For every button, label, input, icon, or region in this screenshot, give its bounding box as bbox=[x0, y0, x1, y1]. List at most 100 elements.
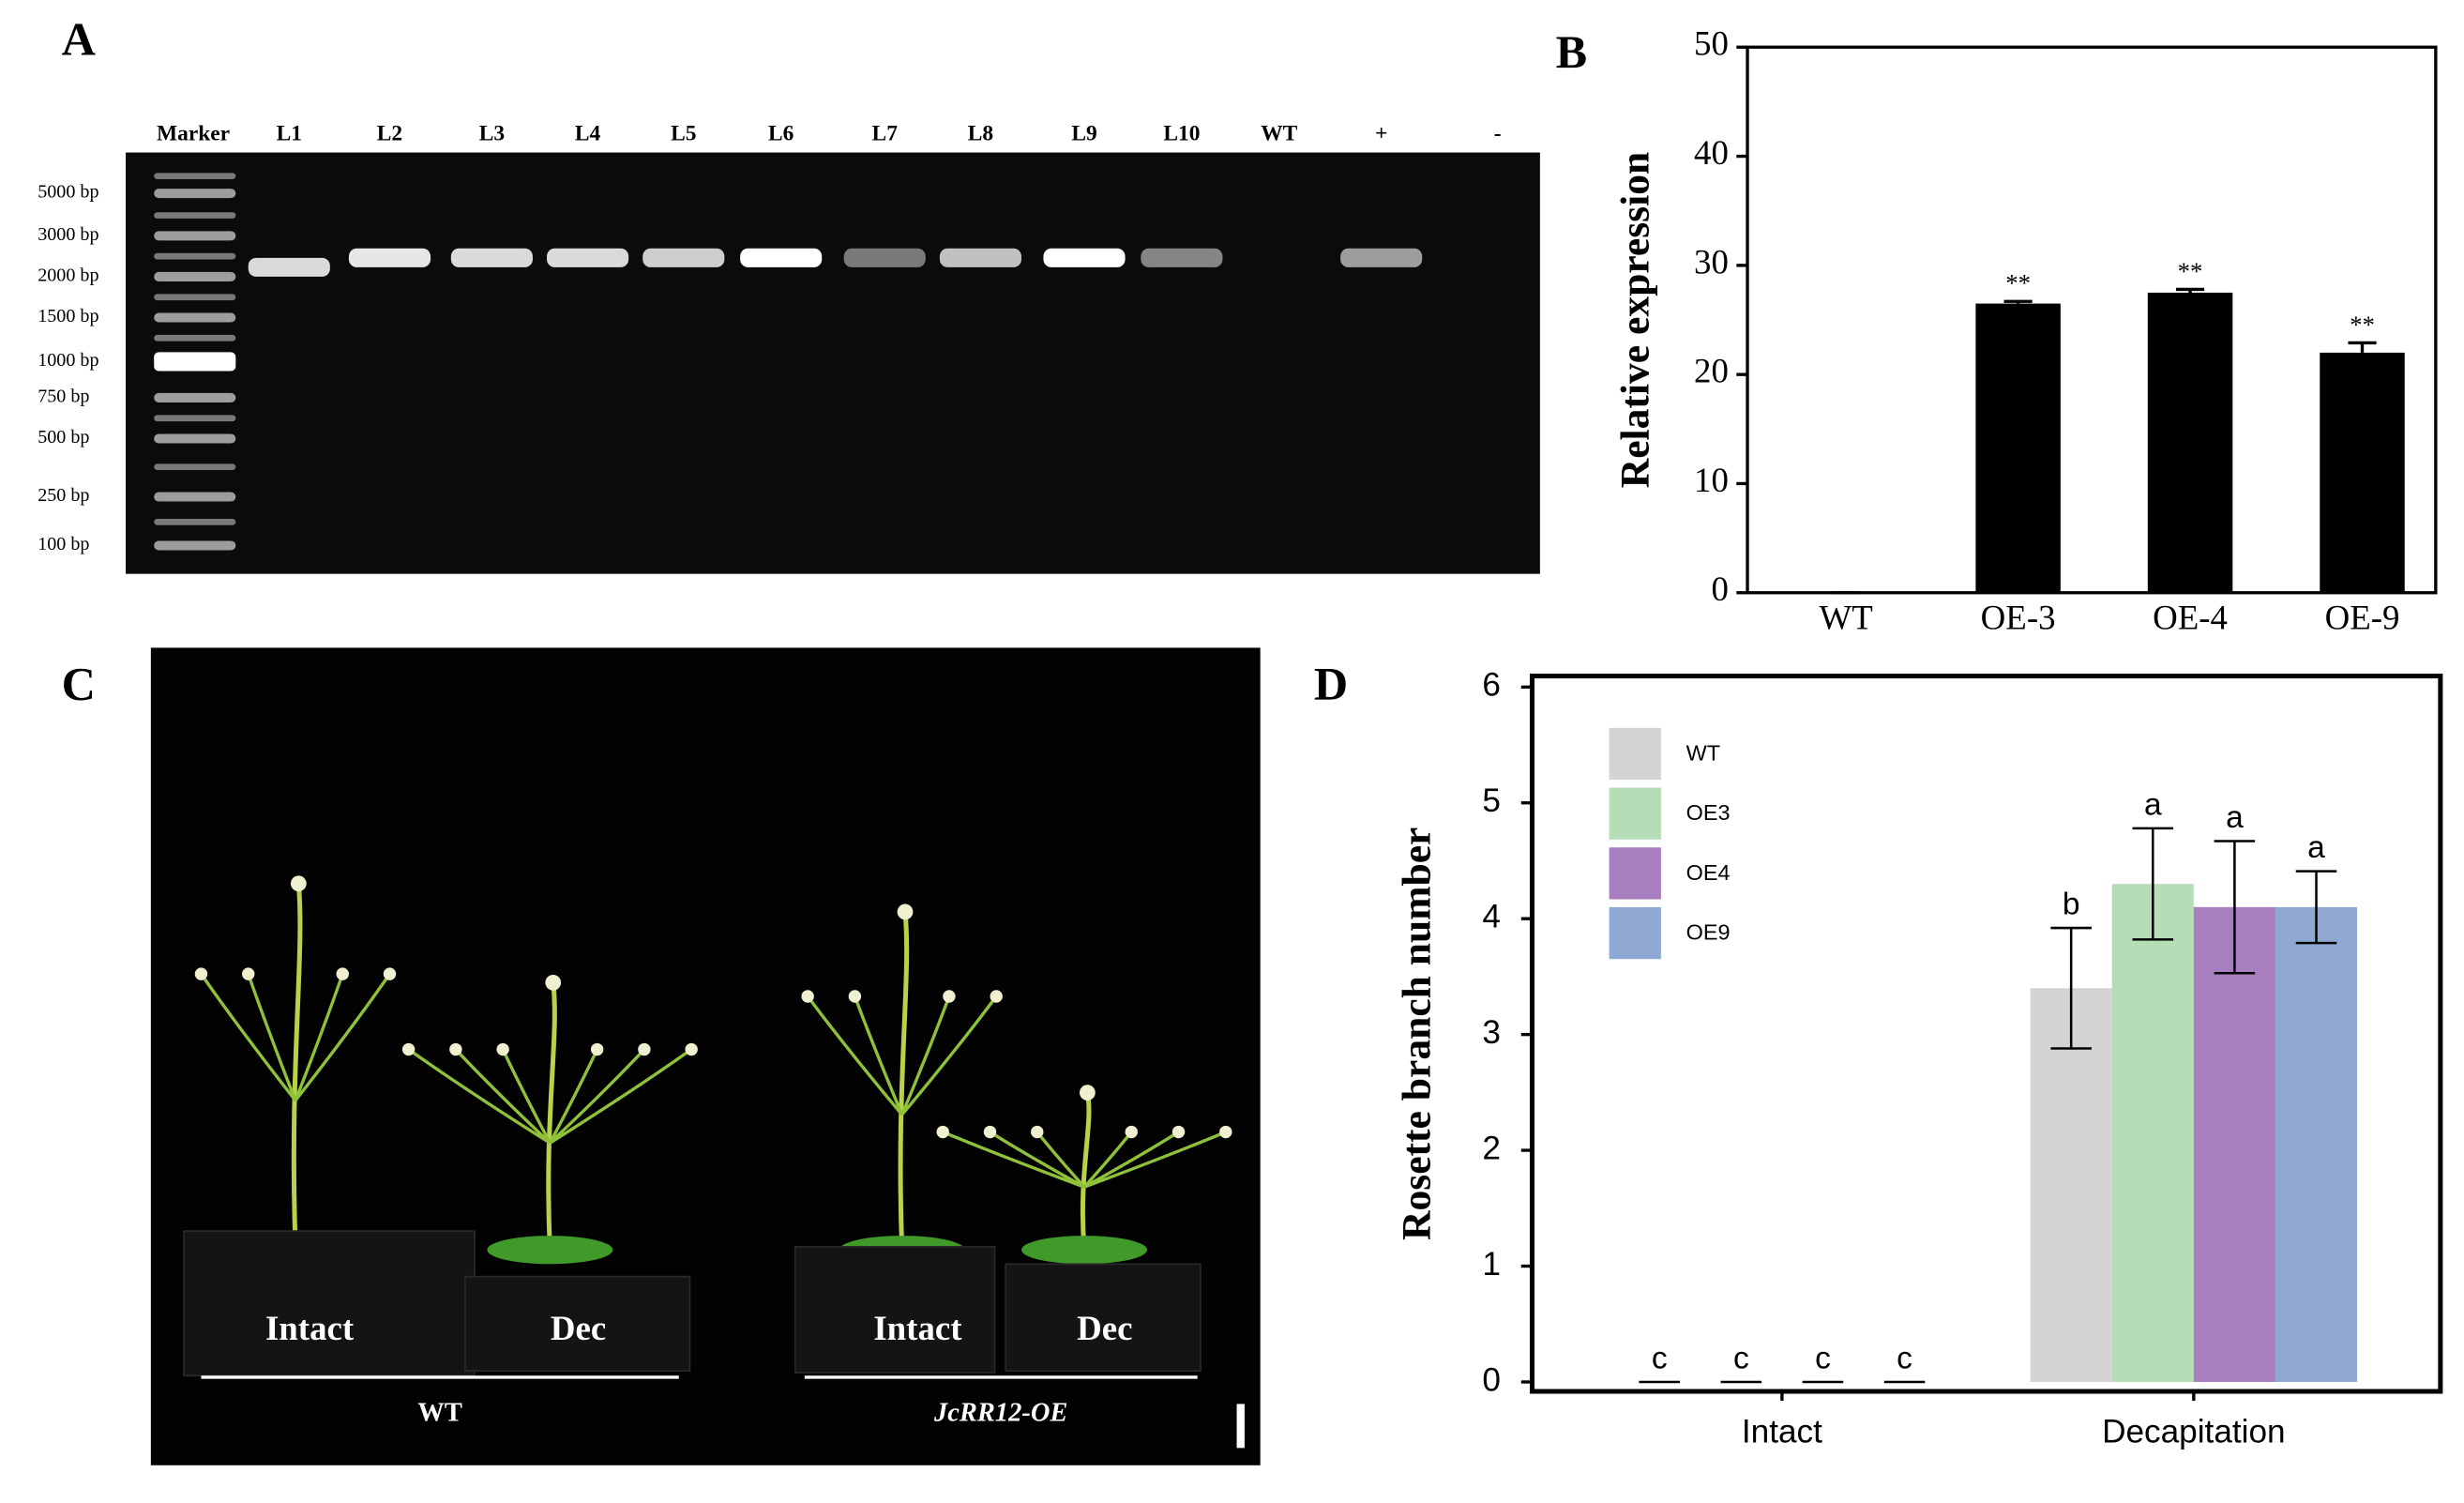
flower bbox=[801, 990, 814, 1003]
marker-band bbox=[154, 433, 236, 444]
plot-frame bbox=[1746, 45, 2438, 595]
y-tick-label: 2 bbox=[1482, 1130, 1501, 1166]
plant-branch bbox=[247, 973, 297, 1101]
pot bbox=[183, 1230, 476, 1377]
pot bbox=[1005, 1263, 1202, 1373]
bar bbox=[2193, 906, 2275, 1382]
scale-bar bbox=[1236, 1404, 1245, 1449]
gel-band bbox=[348, 248, 431, 267]
flower bbox=[449, 1042, 462, 1056]
flower bbox=[943, 990, 956, 1003]
plant-stem bbox=[898, 911, 910, 1251]
y-tick-label: 40 bbox=[1694, 133, 1729, 172]
y-tick-label: 10 bbox=[1694, 461, 1729, 499]
flower bbox=[401, 1042, 416, 1056]
plant-branch bbox=[294, 973, 391, 1102]
flower bbox=[685, 1042, 698, 1056]
plant-branch bbox=[294, 973, 344, 1101]
marker-band bbox=[154, 173, 236, 180]
panel-label: B bbox=[1556, 25, 1588, 78]
marker-band bbox=[154, 415, 236, 422]
lane-label: L6 bbox=[768, 121, 794, 145]
flower bbox=[983, 1125, 997, 1139]
letter-label: b bbox=[2063, 887, 2080, 921]
legend-swatch bbox=[1609, 906, 1661, 960]
flower bbox=[194, 967, 208, 980]
plant-branch bbox=[900, 994, 998, 1116]
legend-swatch bbox=[1609, 847, 1661, 900]
y-tick-label: 20 bbox=[1694, 352, 1729, 390]
plant-branch bbox=[900, 995, 951, 1116]
error-bar bbox=[2132, 827, 2174, 941]
significance-label: ** bbox=[2178, 257, 2203, 285]
bar bbox=[1975, 303, 2061, 593]
marker-band bbox=[154, 271, 236, 281]
marker-band bbox=[154, 352, 236, 372]
y-axis-label: Rosette branch number bbox=[1395, 827, 1440, 1240]
marker-size-label: 3000 bp bbox=[38, 224, 98, 245]
y-axis-label: Relative expression bbox=[1612, 152, 1657, 488]
marker-size-label: 1000 bp bbox=[38, 350, 98, 371]
marker-band bbox=[154, 392, 236, 402]
lane-label: L9 bbox=[1071, 121, 1096, 145]
gel-band bbox=[939, 248, 1021, 267]
plant-branch bbox=[853, 995, 904, 1116]
bar bbox=[2320, 352, 2405, 593]
error-bar bbox=[2003, 299, 2033, 304]
marker-size-label: 750 bp bbox=[38, 387, 89, 407]
marker-band bbox=[154, 492, 236, 502]
panel-label: A bbox=[62, 12, 96, 65]
flower bbox=[336, 967, 349, 980]
lane-label: L5 bbox=[671, 121, 696, 145]
error-bar bbox=[2050, 926, 2092, 1050]
lane-label: + bbox=[1375, 121, 1387, 145]
bar bbox=[2111, 884, 2194, 1382]
letter-label: c bbox=[1815, 1341, 1831, 1375]
error-bar bbox=[2295, 870, 2337, 945]
plant-branch bbox=[548, 1048, 599, 1145]
x-tick-label: OE-9 bbox=[2325, 598, 2400, 636]
marker-band bbox=[154, 463, 236, 471]
panel-label: D bbox=[1314, 657, 1348, 709]
plant-branch bbox=[501, 1048, 552, 1145]
gel-band bbox=[547, 248, 629, 267]
marker-band bbox=[154, 518, 236, 525]
plant-branch bbox=[200, 973, 297, 1102]
lane-label: L10 bbox=[1163, 121, 1200, 145]
gel-band bbox=[1340, 248, 1423, 267]
lane-label: L1 bbox=[277, 121, 302, 145]
plant-stem bbox=[1080, 1092, 1092, 1251]
legend-label: OE4 bbox=[1686, 860, 1731, 885]
plant-branch bbox=[989, 1131, 1085, 1189]
legend-label: WT bbox=[1686, 741, 1720, 766]
lane-label: L8 bbox=[968, 121, 993, 145]
y-tick-label: 3 bbox=[1482, 1014, 1501, 1051]
flower bbox=[383, 967, 397, 980]
marker-band bbox=[154, 334, 236, 342]
plant-branch bbox=[1083, 1130, 1227, 1189]
pot-label: Dec bbox=[1077, 1309, 1132, 1347]
gel-band bbox=[740, 248, 823, 267]
plant-stem bbox=[546, 982, 557, 1251]
flower bbox=[1219, 1125, 1232, 1139]
marker-size-label: 100 bp bbox=[38, 534, 89, 554]
flower bbox=[1125, 1125, 1138, 1139]
legend-swatch bbox=[1609, 727, 1661, 781]
marker-size-label: 500 bp bbox=[38, 427, 89, 448]
gel-band bbox=[248, 257, 330, 277]
flower bbox=[545, 974, 562, 991]
lane-label: L2 bbox=[377, 121, 402, 145]
letter-label: a bbox=[2307, 830, 2325, 865]
x-tick-label: Intact bbox=[1742, 1414, 1822, 1450]
flower bbox=[990, 990, 1003, 1003]
marker-band bbox=[154, 312, 236, 323]
x-tick-label: Decapitation bbox=[2102, 1414, 2286, 1450]
y-tick-label: 6 bbox=[1482, 667, 1501, 704]
gel-band bbox=[843, 248, 926, 267]
legend-label: OE3 bbox=[1686, 800, 1731, 825]
plant-stem bbox=[291, 883, 303, 1246]
significance-label: ** bbox=[2350, 311, 2375, 339]
x-tick-label: OE-3 bbox=[1981, 598, 2056, 636]
x-tick-label: OE-4 bbox=[2153, 598, 2228, 636]
pot-label: Dec bbox=[551, 1309, 606, 1347]
